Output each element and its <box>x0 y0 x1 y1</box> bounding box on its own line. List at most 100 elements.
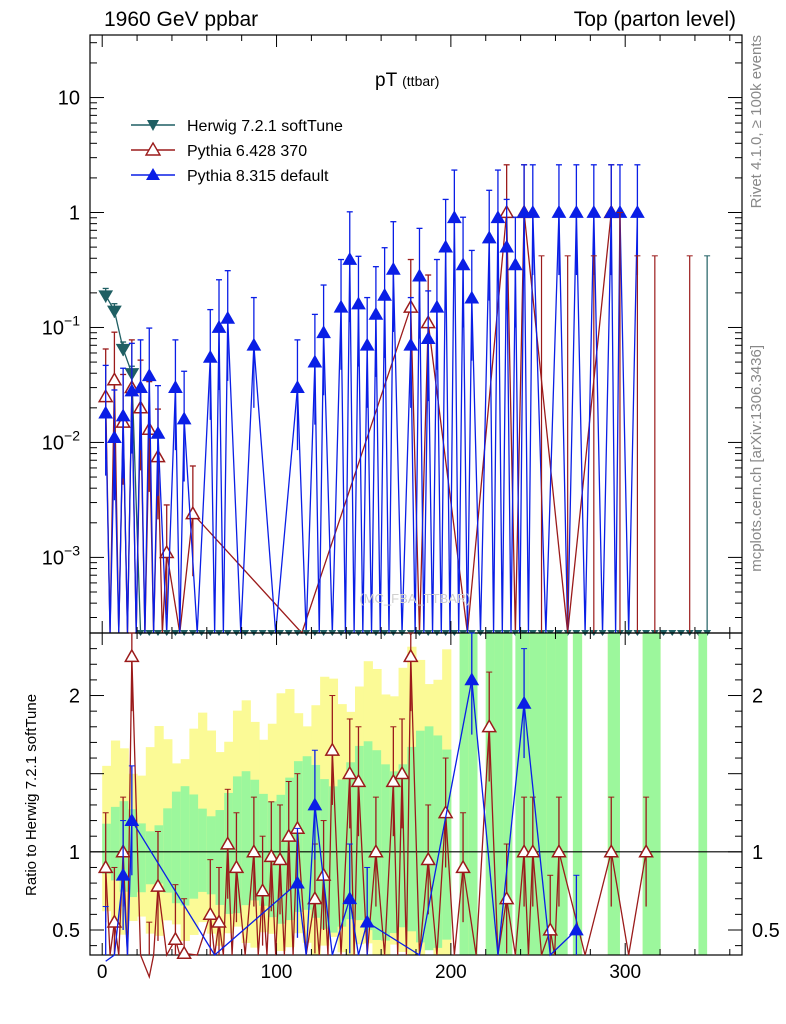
ratio-point <box>455 859 471 874</box>
ratio-y-tick-label: 1 <box>69 842 80 864</box>
ratio-point <box>124 813 140 826</box>
y-tick-label: 10−2 <box>42 427 80 454</box>
ratio-line <box>105 679 577 962</box>
ratio-point <box>402 648 419 663</box>
ratio-y-tick-label: 0.5 <box>52 920 80 942</box>
series-2 <box>98 164 645 634</box>
data-point <box>516 205 532 218</box>
ratio-point <box>481 718 498 733</box>
data-point <box>98 290 114 303</box>
data-point <box>115 343 131 357</box>
ratio-point <box>97 859 114 874</box>
data-point <box>499 239 515 253</box>
ratio-y-tick-label-right: 1 <box>752 842 763 864</box>
chart-title: pT (ttbar) <box>375 70 439 91</box>
ratio-point <box>603 843 620 858</box>
x-tick-label: 0 <box>97 962 108 983</box>
data-point <box>106 371 123 386</box>
x-tick-label: 100 <box>261 962 293 983</box>
data-point <box>333 299 349 313</box>
ratio-point <box>420 851 436 866</box>
legend-item-herwig: Herwig 7.2.1 softTune <box>131 118 343 135</box>
ratio-y-tick-label-right: 0.5 <box>752 920 780 942</box>
ratio-point <box>150 878 166 892</box>
legend-marker-pythia8 <box>146 168 160 180</box>
data-point <box>202 349 218 363</box>
header-right: Top (parton level) <box>574 8 736 31</box>
data-point <box>133 380 148 393</box>
ratio-point <box>254 882 271 897</box>
main-panel: 10 1 10−1 10−2 10−3 <box>42 34 743 636</box>
legend-marker-herwig <box>147 120 159 131</box>
x-ticks: 0 100 200 300 <box>97 35 731 983</box>
data-point <box>551 205 567 218</box>
data-point <box>455 257 471 271</box>
header-left: 1960 GeV ppbar <box>104 8 258 31</box>
ratio-point <box>385 773 402 788</box>
data-point <box>403 337 419 351</box>
data-point <box>220 310 236 324</box>
ratio-ylabel: Ratio to Herwig 7.2.1 softTune <box>23 694 40 896</box>
data-point <box>359 337 375 351</box>
legend-label-pythia6: Pythia 6.428 370 <box>187 143 307 160</box>
ratio-point <box>115 867 131 881</box>
data-point <box>508 257 523 271</box>
data-point <box>351 296 366 310</box>
ratio-point <box>516 695 532 709</box>
data-point <box>438 239 453 253</box>
series-1 <box>97 164 620 635</box>
ratio-y-tick-label: 2 <box>69 686 80 708</box>
ratio-point <box>219 836 236 850</box>
data-point <box>290 380 305 393</box>
data-point <box>115 408 131 422</box>
y-ticks-ratio: 0.5 0.5 1 1 2 2 <box>52 632 780 947</box>
ratio-point <box>246 843 262 858</box>
data-point <box>603 205 619 218</box>
x-tick-label: 200 <box>435 962 467 983</box>
ratio-point <box>368 843 384 858</box>
ratio-y-tick-label-right: 2 <box>752 686 763 708</box>
y-tick-label: 10−3 <box>42 542 80 569</box>
watermark: (MC_FBA_TTBAR) <box>359 591 470 606</box>
data-point <box>150 425 166 439</box>
ratio-point <box>263 848 280 863</box>
data-point <box>98 405 114 419</box>
side-rivet: Rivet 4.1.0, ≥ 100k events <box>748 35 765 208</box>
ratio-point <box>124 648 140 663</box>
data-point <box>446 210 462 224</box>
data-point <box>377 287 392 301</box>
data-point <box>429 299 445 313</box>
ratio-point <box>350 773 367 788</box>
ratio-series-1 <box>102 632 584 962</box>
data-point <box>316 325 331 339</box>
legend-marker-pythia6 <box>144 141 162 156</box>
y-tick-label: 10 <box>58 88 80 110</box>
data-point <box>630 205 645 218</box>
ratio-point <box>342 891 358 905</box>
ratio-point <box>211 914 227 928</box>
ratio-point <box>464 672 480 686</box>
y-tick-label: 10−1 <box>42 312 80 339</box>
ratio-point <box>202 906 219 920</box>
ratio-point <box>638 843 654 858</box>
data-point <box>185 505 201 520</box>
ratio-point <box>228 859 245 874</box>
data-point <box>481 230 497 244</box>
ratio-point <box>280 828 297 842</box>
ratio-panel: 0 100 200 300 0.5 0.5 1 1 2 2 <box>52 35 780 983</box>
data-point <box>586 205 602 218</box>
legend-label-herwig: Herwig 7.2.1 softTune <box>187 118 343 135</box>
ratio-point <box>394 765 410 780</box>
data-point <box>342 252 358 265</box>
data-point <box>525 205 541 218</box>
side-site: mcplots.cern.ch [arXiv:1306.3436] <box>748 345 765 572</box>
data-point <box>168 380 183 393</box>
ratio-point <box>307 797 323 811</box>
ratio-point <box>290 875 305 889</box>
data-point <box>307 354 323 368</box>
y-tick-label: 1 <box>69 203 80 225</box>
legend: Herwig 7.2.1 softTune Pythia 6.428 370 P… <box>131 118 343 185</box>
legend-label-pythia8: Pythia 8.315 default <box>187 168 329 185</box>
ratio-point <box>551 843 567 858</box>
